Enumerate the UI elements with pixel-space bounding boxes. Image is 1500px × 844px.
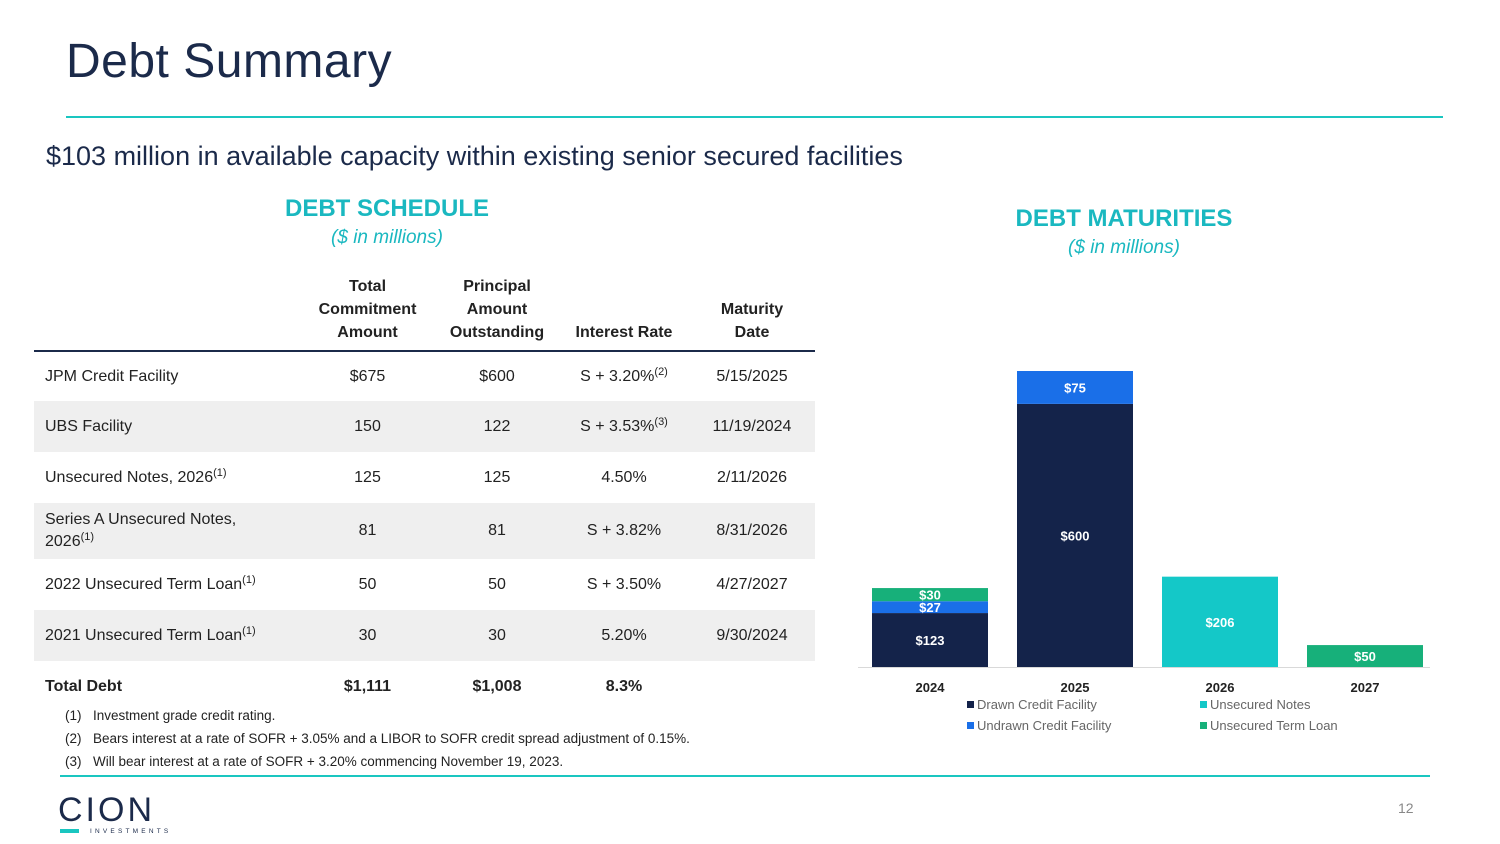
maturity-cell: 11/19/2024 xyxy=(689,401,815,452)
legend-swatch xyxy=(967,701,974,708)
data-label: $123 xyxy=(916,633,945,648)
facility-name: JPM Credit Facility xyxy=(45,367,179,385)
maturity-cell: 8/31/2026 xyxy=(689,503,815,559)
facility-name: Unsecured Notes, 2026(1) xyxy=(45,466,227,486)
legend-label: Unsecured Term Loan xyxy=(1210,718,1338,733)
data-label: $30 xyxy=(919,588,941,603)
facility-name: UBS Facility xyxy=(34,401,300,452)
bar-undrawn-credit-facility-2025 xyxy=(1017,371,1133,404)
table-row: Series A Unsecured Notes, 2026(1) 81 81 … xyxy=(34,503,815,559)
total-label: Total Debt xyxy=(45,677,123,695)
data-label: $75 xyxy=(1064,380,1086,395)
header-interest-rate: Interest Rate xyxy=(575,324,673,341)
header-facility xyxy=(34,275,300,351)
data-label: $206 xyxy=(1206,615,1235,630)
table-row: UBS Facility 150 122 S + 3.53%(3) 11/19/… xyxy=(34,401,815,452)
commitment-cell: 30 xyxy=(300,610,435,661)
footnote: (3) Will bear interest at a rate of SOFR … xyxy=(65,754,564,769)
total-row: Total Debt $1,111 $1,008 8.3% xyxy=(34,661,815,712)
footnotes: (1) Investment grade credit rating. (2) Be… xyxy=(65,704,690,773)
commitment-cell: 150 xyxy=(300,401,435,452)
footnote: (1) Investment grade credit rating. xyxy=(65,708,276,723)
principal-cell: 122 xyxy=(435,401,559,452)
total-rate: 8.3% xyxy=(605,677,643,695)
table-row: Unsecured Notes, 2026(1) 125 125 4.50% 2… xyxy=(34,452,815,503)
maturity-cell: 5/15/2025 xyxy=(716,367,788,385)
bar-unsecured-term-loan-2024 xyxy=(872,588,988,602)
debt-maturities-chart: $123 $27$30 2024 $600 $75 2025 $206 2026 $50 2027… xyxy=(858,371,1430,733)
table-row: JPM Credit Facility $675 $600 S + 3.20%(… xyxy=(34,351,815,401)
x-tick-label: 2026 xyxy=(1206,680,1235,695)
facility-name: 2021 Unsecured Term Loan(1) xyxy=(34,610,300,661)
data-label: $600 xyxy=(1061,528,1090,543)
data-label: $27 xyxy=(919,600,941,615)
commitment-cell: $675 xyxy=(349,367,386,385)
rate-cell: S + 3.82% xyxy=(559,503,689,559)
principal-cell: 125 xyxy=(483,468,511,486)
commitment-cell: 81 xyxy=(300,503,435,559)
page-number: 12 xyxy=(1398,800,1414,816)
data-label: $50 xyxy=(1354,649,1376,664)
rate-cell: S + 3.53%(3) xyxy=(559,401,689,452)
x-tick-label: 2025 xyxy=(1061,680,1090,695)
header-total-commitment: Total Commitment Amount xyxy=(318,278,417,341)
rate-cell: 4.50% xyxy=(601,468,647,486)
rate-cell: S + 3.50% xyxy=(586,575,662,593)
rate-cell: S + 3.20%(2) xyxy=(580,365,668,385)
principal-cell: 50 xyxy=(488,575,506,593)
bar-unsecured-notes-2026 xyxy=(1162,576,1278,667)
commitment-cell: 50 xyxy=(358,575,377,593)
bar-undrawn-credit-facility-2024 xyxy=(872,601,988,614)
x-tick-label: 2024 xyxy=(916,680,946,695)
debt-maturities-title: DEBT MATURITIES xyxy=(1015,205,1233,232)
legend-swatch xyxy=(1200,701,1207,708)
bar-unsecured-term-loan-2027 xyxy=(1307,645,1423,667)
cion-logo: CION INVESTMENTS xyxy=(58,791,172,835)
debt-maturities-subtitle: ($ in millions) xyxy=(1068,237,1180,258)
footnote: (2) Bears interest at a rate of SOFR + 3.… xyxy=(65,731,690,746)
maturity-cell: 9/30/2024 xyxy=(689,610,815,661)
header-maturity-date: Maturity Date xyxy=(720,301,784,341)
page-title: Debt Summary xyxy=(66,35,393,88)
header-principal-outstanding: Principal Amount Outstanding xyxy=(449,278,545,341)
principal-cell: 81 xyxy=(435,503,559,559)
page-subtitle: $103 million in available capacity withi… xyxy=(46,141,903,171)
facility-name: 2022 Unsecured Term Loan(1) xyxy=(45,573,256,593)
commitment-cell: 125 xyxy=(354,468,381,486)
bar-drawn-credit-facility-2024 xyxy=(872,613,988,667)
table-header-row: Total Commitment Amount Principal Amount… xyxy=(34,275,815,351)
principal-cell: $600 xyxy=(479,367,515,385)
total-principal: $1,008 xyxy=(472,677,522,695)
legend-label: Undrawn Credit Facility xyxy=(977,718,1112,733)
legend-label: Unsecured Notes xyxy=(1210,697,1311,712)
x-tick-label: 2027 xyxy=(1351,680,1380,695)
footer-divider xyxy=(60,775,1430,777)
legend-swatch xyxy=(967,722,974,729)
legend-swatch xyxy=(1200,722,1207,729)
table-row: 2022 Unsecured Term Loan(1) 50 50 S + 3.… xyxy=(34,559,815,610)
maturity-cell: 4/27/2027 xyxy=(716,575,788,593)
principal-cell: 30 xyxy=(435,610,559,661)
table-row: 2021 Unsecured Term Loan(1) 30 30 5.20% … xyxy=(34,610,815,661)
debt-schedule-subtitle: ($ in millions) xyxy=(331,227,443,248)
rate-cell: 5.20% xyxy=(559,610,689,661)
bar-drawn-credit-facility-2025 xyxy=(1017,403,1133,667)
total-maturity xyxy=(689,661,815,712)
title-divider xyxy=(66,116,1443,118)
facility-name: Series A Unsecured Notes, 2026(1) xyxy=(34,503,300,559)
maturity-cell: 2/11/2026 xyxy=(717,468,787,486)
legend-label: Drawn Credit Facility xyxy=(977,697,1097,712)
debt-schedule-title: DEBT SCHEDULE xyxy=(284,195,489,222)
debt-schedule-table: Total Commitment Amount Principal Amount… xyxy=(34,275,815,712)
total-commitment: $1,111 xyxy=(343,677,392,695)
